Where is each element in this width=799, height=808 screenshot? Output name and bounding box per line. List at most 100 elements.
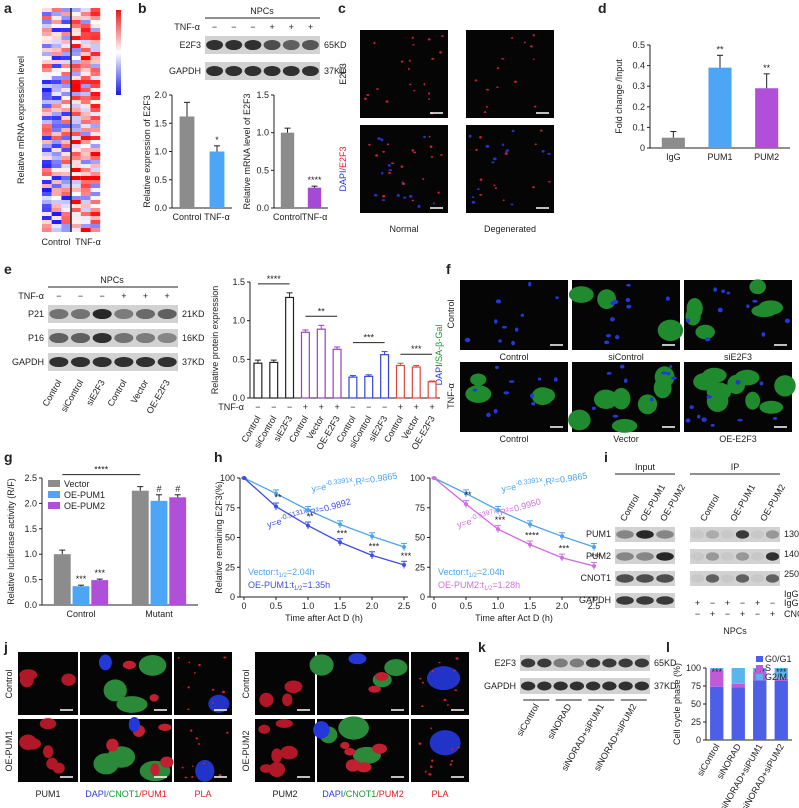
fit-rest: ,R²=0.9865 bbox=[352, 471, 398, 488]
x-tick-label: 0.5 bbox=[270, 601, 283, 611]
heatmap-cell bbox=[80, 80, 91, 84]
band bbox=[70, 332, 91, 344]
heatmap-cell bbox=[51, 128, 62, 132]
band bbox=[690, 574, 705, 583]
band bbox=[720, 530, 735, 539]
heatmap-cell bbox=[61, 156, 72, 160]
heatmap-cell bbox=[61, 44, 72, 48]
column-label-part: DAPI bbox=[322, 789, 343, 799]
sign: − bbox=[287, 402, 292, 412]
heatmap-cell bbox=[61, 192, 72, 196]
heatmap-cell bbox=[42, 40, 52, 44]
heatmap-cell bbox=[42, 24, 52, 28]
heatmap-cell bbox=[90, 20, 101, 24]
heatmap-cell bbox=[61, 132, 72, 136]
cell bbox=[122, 660, 137, 670]
heatmap-cell bbox=[80, 136, 91, 140]
heatmap-cell bbox=[80, 68, 91, 72]
cell bbox=[187, 686, 190, 689]
heatmap-cell bbox=[61, 168, 72, 172]
significance: *** bbox=[776, 667, 787, 677]
point bbox=[274, 491, 278, 496]
significance: # bbox=[175, 484, 180, 494]
significance: ** bbox=[763, 63, 771, 73]
sign: + bbox=[755, 598, 760, 608]
y-tick-label: 100 bbox=[410, 473, 425, 483]
y-tick-label: 25 bbox=[225, 562, 235, 572]
heatmap-cell bbox=[80, 168, 91, 172]
cell bbox=[523, 41, 526, 44]
heatmap-cell bbox=[61, 116, 72, 120]
heatmap-cell bbox=[51, 172, 62, 176]
y-tick-label: 2.0 bbox=[154, 90, 167, 100]
heatmap-cell bbox=[71, 52, 81, 56]
heatmap-cell bbox=[51, 104, 62, 108]
heatmap-cell bbox=[71, 136, 81, 140]
heatmap-cell bbox=[42, 132, 52, 136]
cell bbox=[421, 705, 424, 708]
cell bbox=[430, 156, 434, 158]
cell bbox=[520, 313, 525, 317]
heatmap-cell bbox=[71, 160, 81, 164]
y-tick-label: 2.5 bbox=[24, 473, 37, 483]
cell bbox=[774, 375, 796, 397]
cell bbox=[465, 385, 492, 403]
cell bbox=[197, 743, 201, 745]
heatmap-cell bbox=[42, 208, 52, 212]
heatmap-cell bbox=[51, 112, 62, 116]
half-life-rest: =2.04h bbox=[287, 567, 315, 577]
heatmap-cell bbox=[71, 76, 81, 80]
legend-swatch bbox=[756, 656, 763, 662]
heatmap-cell bbox=[90, 48, 101, 52]
cell bbox=[400, 60, 404, 63]
band-size: 21KD bbox=[182, 309, 205, 319]
heatmap-cell bbox=[61, 40, 72, 44]
heatmap-cell bbox=[90, 196, 101, 200]
heatmap-cell bbox=[80, 224, 91, 228]
cell bbox=[734, 369, 760, 386]
band bbox=[765, 574, 780, 583]
heatmap-cell bbox=[90, 184, 101, 188]
point bbox=[370, 534, 374, 539]
cell bbox=[704, 337, 711, 342]
cell bbox=[428, 97, 430, 101]
half-life-sub: 1/2 bbox=[484, 586, 493, 592]
sign: − bbox=[250, 22, 255, 32]
y-axis-label: DAPI/SA-β-Gal bbox=[434, 325, 444, 386]
band-size: 16KD bbox=[182, 333, 205, 343]
heatmap-cell bbox=[90, 116, 101, 120]
heatmap-cell bbox=[51, 72, 62, 76]
band bbox=[537, 681, 552, 691]
band-size: 65KD bbox=[654, 658, 677, 668]
x-tick-label: 2.0 bbox=[556, 601, 569, 611]
point bbox=[402, 545, 406, 550]
point bbox=[528, 542, 532, 547]
label: TNF-α bbox=[174, 22, 200, 32]
band bbox=[750, 530, 765, 539]
heatmap-cell bbox=[42, 140, 52, 144]
panel-label: l bbox=[666, 639, 670, 655]
heatmap-cell bbox=[51, 56, 62, 60]
band bbox=[616, 552, 634, 561]
cell bbox=[514, 80, 517, 83]
heatmap-cell bbox=[90, 72, 101, 76]
heatmap-cell bbox=[42, 176, 52, 180]
heatmap-cell bbox=[90, 228, 101, 232]
cell bbox=[491, 161, 495, 164]
cell bbox=[540, 129, 543, 132]
column-label-part: PLA bbox=[194, 789, 211, 799]
point bbox=[338, 522, 342, 527]
cell bbox=[749, 279, 766, 295]
heatmap-cell bbox=[42, 160, 52, 164]
heatmap-cell bbox=[80, 192, 91, 196]
x-tick-label: 1.5 bbox=[334, 601, 347, 611]
heatmap-cell bbox=[71, 104, 81, 108]
cell bbox=[280, 745, 298, 760]
band bbox=[70, 308, 91, 320]
cell bbox=[626, 304, 632, 309]
significance: *** bbox=[369, 541, 380, 551]
x-tick-label: 2.5 bbox=[398, 601, 411, 611]
line bbox=[433, 477, 595, 567]
y-tick-label: 75 bbox=[691, 681, 701, 691]
lane-label: Control bbox=[698, 493, 721, 523]
